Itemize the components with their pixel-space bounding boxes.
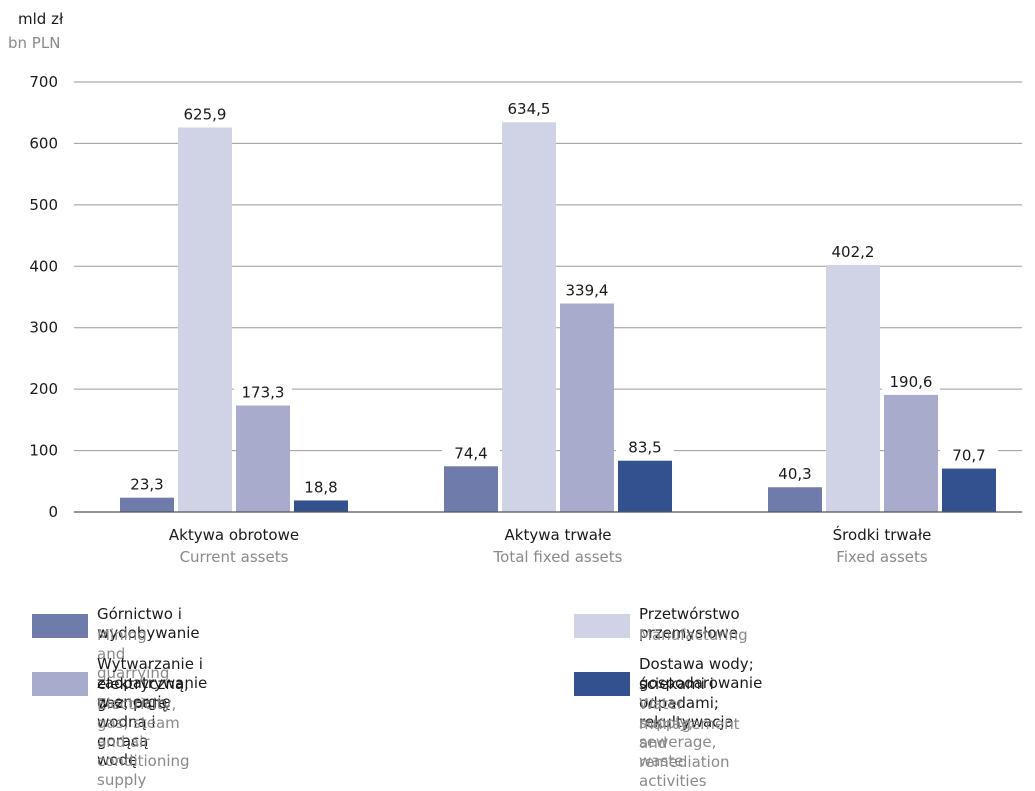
- data-label-water-1: 83,5: [628, 439, 661, 457]
- bar-electricity-1: [560, 303, 614, 512]
- data-label-mining-0: 23,3: [130, 476, 163, 494]
- data-label-electricity-2: 190,6: [890, 373, 933, 391]
- data-label-mining-1: 74,4: [454, 444, 487, 462]
- data-label-electricity-1: 339,4: [566, 282, 609, 300]
- data-label-mining-2: 40,3: [778, 465, 811, 483]
- legend-label-manufacturing-en: Manufacturing: [639, 626, 748, 644]
- data-label-bg-electricity-1: [558, 280, 616, 300]
- legend-label-mining-en: Mining and quarrying: [97, 626, 170, 682]
- legend-label-water-en-line1: Water supply; sewerage, waste: [639, 695, 717, 770]
- y-tick-label-100: 100: [29, 442, 58, 460]
- legend-label-water-en-line2: management and remediation activities: [639, 715, 740, 790]
- data-label-bg-mining-1: [442, 443, 500, 463]
- legend-label-electricity-en: Electricity, gas, steam and air conditio…: [97, 695, 190, 789]
- y-axis-unit-pl: mld zł: [18, 10, 64, 28]
- data-label-electricity-0: 173,3: [242, 384, 285, 402]
- bar-water-1: [618, 460, 672, 512]
- bar-chart: 0 100 200 300 400 500 600 700 23,3 625,9 173,3 18,8…: [29, 73, 1022, 566]
- bar-manufacturing-0: [178, 127, 232, 513]
- legend-swatch-mining: [32, 614, 88, 638]
- legend-label-electricity-pl-line2: elektryczną, gaz, parę wodną i gorącą wo…: [97, 675, 189, 769]
- legend-swatch-manufacturing: [574, 614, 630, 638]
- data-label-bg-water-1: [616, 437, 674, 457]
- y-tick-label-600: 600: [29, 134, 58, 152]
- data-label-water-2: 70,7: [952, 447, 985, 465]
- bar-manufacturing-2: [826, 264, 880, 512]
- legend-label-electricity-pl-line1: Wytwarzanie i zaopatrywanie w energię: [97, 655, 208, 711]
- y-tick-label-200: 200: [29, 380, 58, 398]
- category-label-en-0: Current assets: [180, 548, 289, 566]
- category-label-en-1: Total fixed assets: [493, 548, 623, 566]
- category-label-pl-0: Aktywa obrotowe: [169, 526, 299, 544]
- category-label-pl-2: Środki trwałe: [833, 525, 932, 544]
- data-label-manufacturing-0: 625,9: [184, 106, 227, 124]
- data-label-bg-mining-2: [766, 464, 824, 484]
- data-label-bg-mining-0: [118, 474, 176, 494]
- legend-label-mining-pl: Górnictwo i wydobywanie: [97, 605, 200, 642]
- data-label-bg-electricity-2: [882, 371, 940, 391]
- y-tick-label-500: 500: [29, 196, 58, 214]
- y-tick-label-300: 300: [29, 319, 58, 337]
- legend-swatch-electricity: [32, 672, 88, 696]
- bar-water-2: [942, 468, 996, 512]
- bar-mining-2: [768, 487, 822, 512]
- data-label-bg-manufacturing-1: [500, 99, 558, 119]
- data-label-manufacturing-1: 634,5: [508, 100, 551, 118]
- data-label-water-0: 18,8: [304, 478, 337, 496]
- bar-mining-1: [444, 466, 498, 512]
- y-tick-label-400: 400: [29, 257, 58, 275]
- data-label-bg-manufacturing-0: [176, 104, 234, 124]
- bar-mining-0: [120, 497, 174, 512]
- data-label-bg-electricity-0: [234, 382, 292, 402]
- data-label-bg-water-2: [940, 445, 998, 465]
- legend-label-water-pl-line1: Dostawa wody; gospodarowanie: [639, 655, 763, 692]
- y-axis-unit-en: bn PLN: [8, 34, 61, 52]
- bar-electricity-0: [236, 405, 290, 512]
- category-label-pl-1: Aktywa trwałe: [505, 526, 612, 544]
- data-label-bg-manufacturing-2: [824, 241, 882, 261]
- bar-manufacturing-1: [502, 122, 556, 512]
- y-tick-label-700: 700: [29, 73, 58, 91]
- legend-label-water-pl-line2: ściekami i odpadami; rekultywacja: [639, 675, 734, 731]
- y-tick-label-0: 0: [48, 503, 58, 521]
- data-label-manufacturing-2: 402,2: [832, 243, 875, 261]
- bar-electricity-2: [884, 394, 938, 512]
- bar-water-0: [294, 500, 348, 512]
- legend-swatch-water: [574, 672, 630, 696]
- category-label-en-2: Fixed assets: [836, 548, 928, 566]
- legend-label-manufacturing-pl: Przetwórstwo przemysłowe: [639, 605, 740, 642]
- data-label-bg-water-0: [292, 477, 350, 497]
